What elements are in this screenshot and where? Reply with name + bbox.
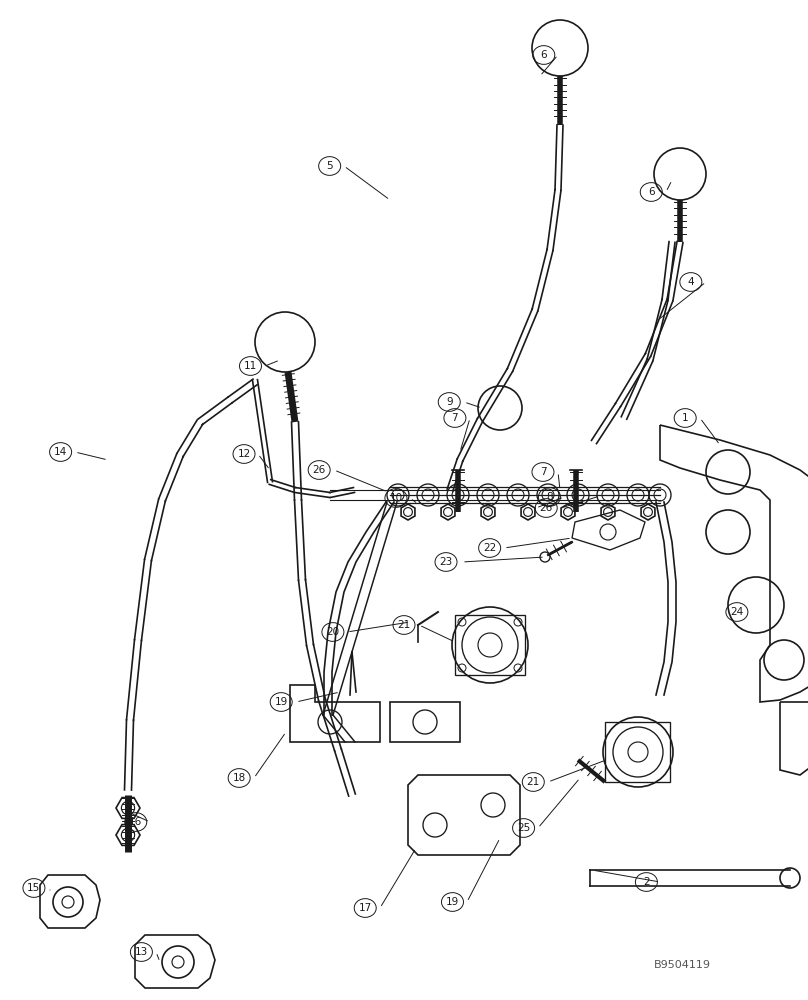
Text: 14: 14 xyxy=(54,447,67,457)
Text: 16: 16 xyxy=(129,817,142,827)
Text: 24: 24 xyxy=(730,607,743,617)
Text: 12: 12 xyxy=(238,449,250,459)
Text: 2: 2 xyxy=(643,877,650,887)
Text: 5: 5 xyxy=(326,161,333,171)
Text: 7: 7 xyxy=(452,413,458,423)
Text: 11: 11 xyxy=(244,361,257,371)
Text: 6: 6 xyxy=(541,50,547,60)
Text: 13: 13 xyxy=(135,947,148,957)
Text: 8: 8 xyxy=(546,492,553,502)
Text: 15: 15 xyxy=(27,883,40,893)
Text: 9: 9 xyxy=(446,397,452,407)
Text: B9504119: B9504119 xyxy=(654,960,711,970)
Text: 18: 18 xyxy=(233,773,246,783)
Text: 10: 10 xyxy=(389,493,402,503)
Text: 21: 21 xyxy=(398,620,410,630)
Text: 25: 25 xyxy=(517,823,530,833)
Text: 20: 20 xyxy=(326,627,339,637)
Text: 19: 19 xyxy=(275,697,288,707)
Text: 23: 23 xyxy=(440,557,452,567)
Text: 6: 6 xyxy=(648,187,654,197)
Text: 17: 17 xyxy=(359,903,372,913)
Text: 21: 21 xyxy=(527,777,540,787)
Text: 4: 4 xyxy=(688,277,694,287)
Text: 7: 7 xyxy=(540,467,546,477)
Text: 26: 26 xyxy=(540,503,553,513)
Text: 19: 19 xyxy=(446,897,459,907)
Text: 22: 22 xyxy=(483,543,496,553)
Text: 1: 1 xyxy=(682,413,688,423)
Text: 26: 26 xyxy=(313,465,326,475)
